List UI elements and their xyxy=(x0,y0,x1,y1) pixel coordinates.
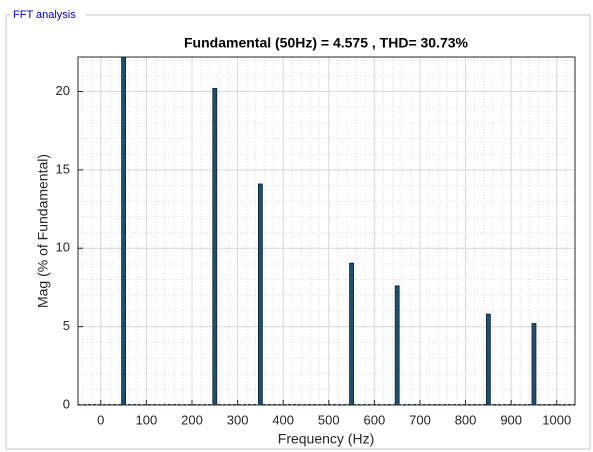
y-axis-label: Mag (% of Fundamental) xyxy=(35,154,51,308)
bar xyxy=(349,262,354,405)
x-tick-label: 1000 xyxy=(542,412,571,427)
x-tick-label: 700 xyxy=(409,412,431,427)
y-tick-label: 20 xyxy=(56,83,70,98)
y-tick-label: 0 xyxy=(63,396,70,411)
x-tick-label: 400 xyxy=(272,412,294,427)
x-tick-label: 0 xyxy=(97,412,104,427)
bar xyxy=(531,323,537,405)
bar xyxy=(485,313,491,405)
x-tick-label: 100 xyxy=(136,412,158,427)
x-tick-label: 900 xyxy=(500,412,522,427)
bar xyxy=(257,183,263,405)
x-axis-label: Frequency (Hz) xyxy=(278,431,374,447)
x-tick-label: 200 xyxy=(181,412,203,427)
bar xyxy=(121,57,126,405)
y-tick-label: 15 xyxy=(56,161,70,176)
chart-title: Fundamental (50Hz) = 4.575 , THD= 30.73% xyxy=(184,35,469,51)
y-tick-label: 10 xyxy=(56,240,70,255)
bars xyxy=(121,57,537,405)
panel-label-bg xyxy=(10,8,86,22)
x-tick-label: 500 xyxy=(318,412,340,427)
plot-area xyxy=(78,57,575,405)
bar xyxy=(212,87,218,405)
axes-box xyxy=(77,56,576,406)
bar xyxy=(394,285,400,405)
x-tick-label: 300 xyxy=(227,412,249,427)
y-tick-label: 5 xyxy=(63,318,70,333)
x-tick-label: 800 xyxy=(455,412,477,427)
x-tick-label: 600 xyxy=(364,412,386,427)
panel-label: FFT analysis xyxy=(13,9,76,21)
panel-border xyxy=(5,14,591,450)
